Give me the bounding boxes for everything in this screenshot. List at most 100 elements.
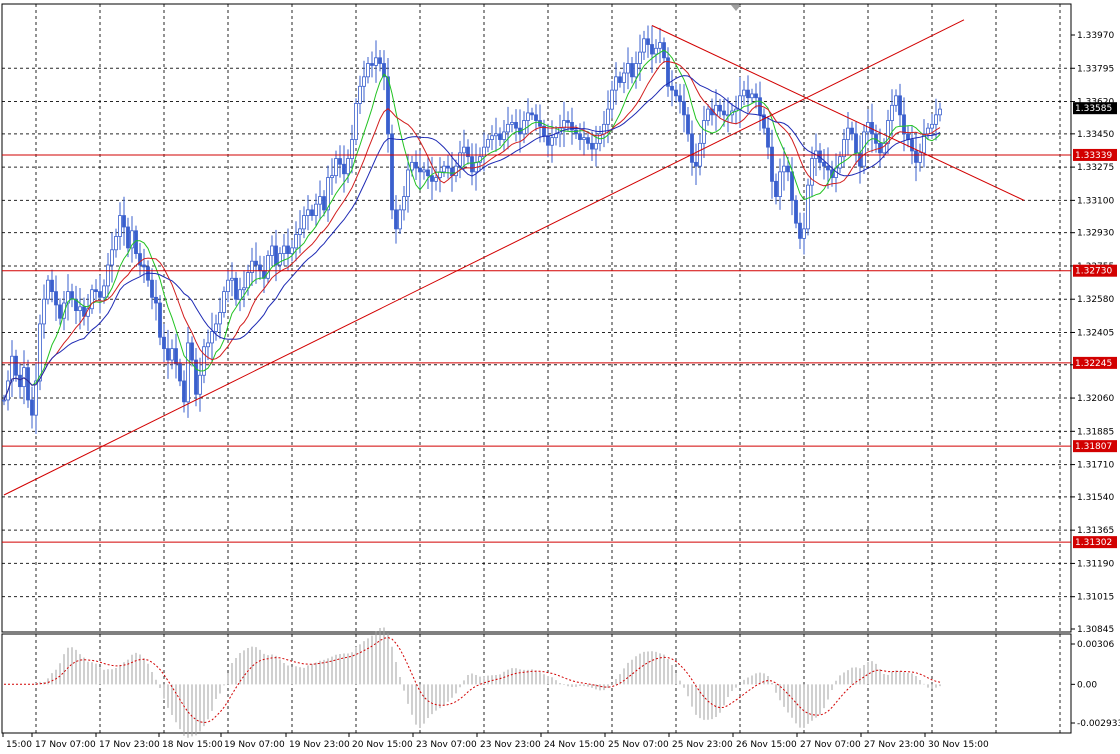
candle-body — [298, 228, 302, 235]
candle-body — [358, 85, 362, 104]
candle-body — [822, 161, 826, 167]
candle-body — [678, 95, 682, 102]
candle-body — [50, 279, 54, 293]
candle-body — [290, 247, 294, 254]
candle-body — [706, 108, 710, 121]
current-price-label: 1.33585 — [1075, 104, 1112, 114]
candle-body — [382, 63, 386, 78]
candle-body — [242, 287, 246, 291]
candle-body — [246, 272, 250, 289]
ma-mid-line — [3, 60, 941, 401]
candle-body — [506, 123, 510, 133]
candle-body — [542, 125, 546, 137]
candle-body — [778, 171, 782, 197]
candle-body — [630, 63, 634, 78]
candle-body — [190, 342, 194, 361]
candle-body — [926, 127, 930, 135]
candle-body — [830, 169, 834, 178]
candle-body — [910, 139, 914, 152]
candle-body — [914, 150, 918, 163]
candle-body — [22, 367, 26, 388]
level-price-tag — [1073, 536, 1117, 549]
candle-body — [614, 76, 618, 91]
candle-body — [650, 44, 654, 55]
candle-body — [98, 291, 102, 298]
oscillator-tick-label: 0.00306 — [1077, 640, 1114, 650]
candle-body — [330, 175, 334, 178]
candle-body — [850, 127, 854, 135]
candle-body — [810, 158, 814, 186]
trend-line-falling-resistance[interactable] — [651, 25, 1025, 201]
candle-body — [234, 277, 238, 300]
candle-body — [230, 277, 234, 281]
candle-body — [206, 342, 210, 348]
price-tick-label: 1.33275 — [1077, 163, 1114, 173]
candle-body — [586, 137, 590, 144]
candle-body — [110, 249, 114, 266]
chart-shift-marker[interactable] — [731, 5, 741, 11]
candle-body — [502, 131, 506, 140]
candle-body — [534, 114, 538, 121]
time-tick-label: 19 Nov 07:00 — [224, 740, 285, 750]
candle-body — [266, 255, 270, 279]
candle-body — [194, 359, 198, 395]
candle-body — [18, 374, 22, 388]
candle-body — [410, 161, 414, 171]
main-pane-frame — [1, 3, 1072, 633]
candle-body — [286, 245, 290, 254]
candle-body — [294, 234, 298, 249]
candle-body — [482, 146, 486, 158]
time-tick-label: 23 Nov 07:00 — [416, 740, 477, 750]
candle-body — [126, 226, 130, 249]
time-tick-label: 24 Nov 15:00 — [544, 740, 605, 750]
level-price-tag — [1073, 264, 1117, 277]
price-tick-label: 1.31190 — [1077, 559, 1114, 569]
time-tick-label: 27 Nov 23:00 — [864, 740, 925, 750]
candle-body — [494, 133, 498, 137]
candle-body — [118, 215, 122, 237]
candle-body — [302, 215, 306, 230]
candle-body — [826, 165, 830, 171]
candle-body — [838, 156, 842, 169]
candle-body — [750, 93, 754, 99]
candle-body — [386, 76, 390, 135]
time-tick-label: 23 Nov 23:00 — [480, 740, 541, 750]
candle-body — [674, 89, 678, 97]
candle-body — [354, 103, 358, 140]
candle-body — [74, 298, 78, 312]
candle-body — [422, 169, 426, 173]
candle-body — [90, 289, 94, 310]
candle-body — [254, 260, 258, 266]
candle-body — [162, 336, 166, 350]
candle-body — [366, 63, 370, 78]
candle-body — [526, 112, 530, 121]
price-tick-label: 1.31540 — [1077, 493, 1114, 503]
trend-line-rising-support[interactable] — [3, 19, 965, 496]
candle-body — [218, 312, 222, 325]
candle-body — [426, 169, 430, 177]
time-tick-label: 17 Nov 07:00 — [35, 740, 96, 750]
candle-body — [490, 135, 494, 140]
level-price-tag — [1073, 440, 1117, 453]
candle-body — [390, 133, 394, 211]
candle-body — [226, 279, 230, 293]
level-price-label: 1.31807 — [1075, 442, 1112, 452]
level-price-label: 1.32245 — [1075, 359, 1112, 369]
candle-body — [222, 291, 226, 313]
candle-body — [550, 137, 554, 146]
candle-body — [334, 158, 338, 177]
price-tick-label: 1.32060 — [1077, 394, 1114, 404]
candle-body — [666, 57, 670, 87]
candle-body — [622, 72, 626, 83]
candle-body — [626, 63, 630, 74]
candle-body — [894, 95, 898, 106]
candle-body — [514, 122, 518, 129]
candle-body — [578, 133, 582, 140]
candle-body — [742, 89, 746, 97]
candle-body — [442, 165, 446, 173]
candle-body — [670, 85, 674, 91]
candle-body — [402, 196, 406, 211]
candle-body — [394, 209, 398, 230]
